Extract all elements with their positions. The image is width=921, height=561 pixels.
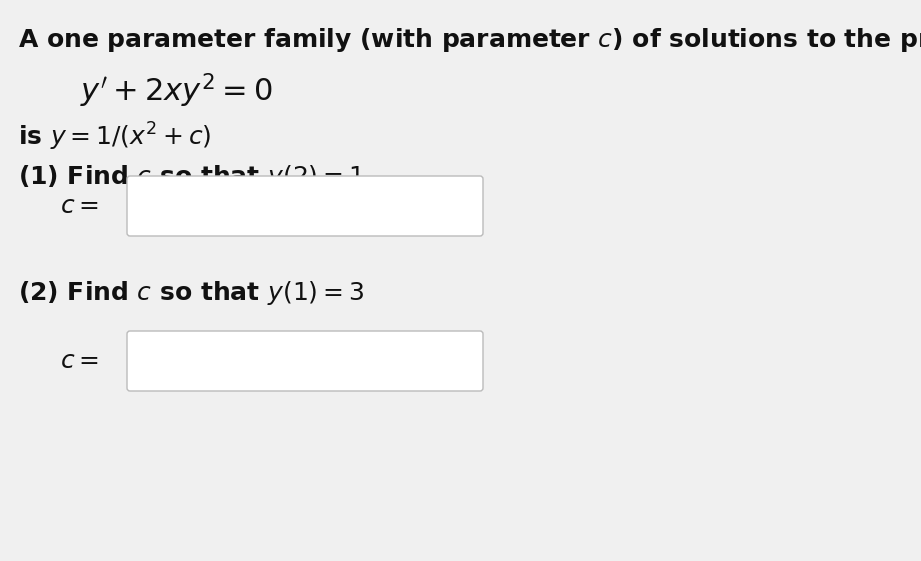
FancyBboxPatch shape	[127, 176, 483, 236]
FancyBboxPatch shape	[127, 331, 483, 391]
Text: $c =$: $c =$	[60, 349, 99, 373]
Text: $c =$: $c =$	[60, 194, 99, 218]
Text: (2) Find $c$ so that $y(1) = 3$: (2) Find $c$ so that $y(1) = 3$	[18, 279, 364, 307]
Text: A one parameter family (with parameter $c$) of solutions to the problem: A one parameter family (with parameter $…	[18, 26, 921, 54]
Text: is $y = 1/(x^2 + c)$: is $y = 1/(x^2 + c)$	[18, 121, 212, 153]
Text: (1) Find $c$ so that $y(2) = 1$: (1) Find $c$ so that $y(2) = 1$	[18, 163, 364, 191]
Text: $y' + 2xy^2 = 0$: $y' + 2xy^2 = 0$	[80, 71, 273, 109]
